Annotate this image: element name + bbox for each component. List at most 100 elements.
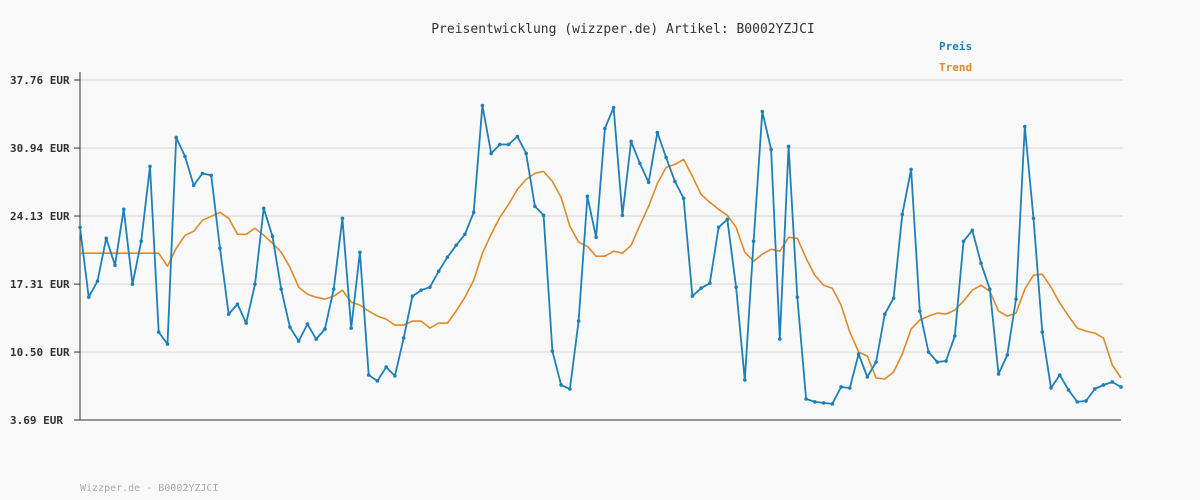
preis-point xyxy=(244,321,249,325)
preis-point xyxy=(541,213,546,218)
preis-point xyxy=(813,400,817,404)
preis-point xyxy=(95,279,100,283)
preis-point xyxy=(751,239,756,244)
preis-point xyxy=(104,236,109,241)
preis-point xyxy=(952,334,957,338)
preis-point xyxy=(883,312,887,316)
preis-point xyxy=(331,287,336,291)
preis-point xyxy=(699,286,703,290)
preis-point xyxy=(498,142,502,147)
y-tick-labels: 3.69 EUR 10.50 EUR 17.31 EUR 24.13 EUR 30.94… xyxy=(10,74,70,427)
preis-point xyxy=(305,322,310,326)
preis-point xyxy=(891,296,896,300)
preis-point xyxy=(480,103,485,108)
preis-point xyxy=(253,282,257,286)
preis-point xyxy=(78,225,82,230)
preis-point xyxy=(576,319,581,323)
preis-point xyxy=(655,130,660,135)
preis-point xyxy=(226,312,231,316)
preis-point xyxy=(113,263,117,268)
preis-point xyxy=(524,151,528,156)
y-tick-label: 17.31 EUR xyxy=(10,278,70,291)
preis-point xyxy=(323,327,327,331)
grid-lines xyxy=(74,79,1123,421)
footer-text: Wizzper.de - B0002YZJCI xyxy=(80,483,218,494)
preis-point xyxy=(1092,387,1097,391)
preis-point xyxy=(296,339,301,343)
preis-point xyxy=(393,374,397,378)
chart-title: Preisentwicklung (wizzper.de) Artikel: B… xyxy=(431,22,815,37)
preis-point xyxy=(270,234,275,239)
preis-point xyxy=(996,372,1001,376)
preis-point xyxy=(445,255,450,260)
preis-point xyxy=(261,206,266,211)
y-tick-label: 3.69 EUR xyxy=(10,414,63,427)
preis-point xyxy=(1057,373,1062,377)
preis-point xyxy=(533,204,537,209)
preis-point xyxy=(795,295,800,299)
preis-point xyxy=(1040,330,1045,334)
series-line-preis xyxy=(79,104,1122,405)
preis-point xyxy=(1014,297,1018,301)
preis-point xyxy=(235,302,240,306)
legend-trend: Trend xyxy=(939,61,972,74)
preis-point xyxy=(856,352,861,356)
preis-point xyxy=(191,183,196,188)
preis-point xyxy=(288,325,292,329)
preis-point xyxy=(769,147,773,152)
preis-point xyxy=(349,326,353,330)
preis-point xyxy=(384,365,388,369)
preis-point xyxy=(165,342,170,346)
preis-point xyxy=(830,402,835,406)
preis-point xyxy=(436,269,441,274)
preis-point xyxy=(1005,353,1010,357)
legend-preis: Preis xyxy=(939,40,972,53)
preis-point xyxy=(874,360,878,364)
preis-point xyxy=(681,196,686,201)
preis-point xyxy=(200,171,205,176)
preis-point xyxy=(1119,385,1123,389)
preis-point xyxy=(585,194,590,199)
preis-point xyxy=(314,337,318,341)
preis-point xyxy=(139,239,144,244)
preis-point xyxy=(970,228,975,233)
y-tick-label: 24.13 EUR xyxy=(10,210,70,223)
preis-point xyxy=(1084,399,1088,403)
preis-point xyxy=(550,349,555,353)
preis-point xyxy=(174,135,179,140)
preis-point xyxy=(917,309,922,313)
series-layer xyxy=(78,103,1123,406)
preis-point xyxy=(568,387,572,391)
preis-point xyxy=(358,250,362,255)
preis-point xyxy=(725,217,730,222)
preis-point xyxy=(1110,380,1115,384)
y-tick-label: 10.50 EUR xyxy=(10,346,70,359)
preis-point xyxy=(961,239,966,244)
preis-point xyxy=(743,378,747,382)
preis-point xyxy=(778,337,782,341)
preis-point xyxy=(909,167,913,172)
preis-point xyxy=(279,287,284,291)
preis-point xyxy=(786,144,791,149)
preis-point xyxy=(559,383,563,387)
preis-point xyxy=(489,151,493,156)
preis-point xyxy=(506,142,511,147)
preis-point xyxy=(708,281,712,285)
preis-point xyxy=(340,216,345,221)
preis-point xyxy=(121,207,126,212)
preis-point xyxy=(664,155,668,160)
preis-point xyxy=(987,287,992,291)
preis-point xyxy=(401,336,406,340)
preis-point xyxy=(900,212,905,217)
series-line-trend xyxy=(80,158,1122,380)
preis-point xyxy=(638,161,642,166)
preis-point xyxy=(463,232,467,237)
preis-point xyxy=(839,385,843,389)
preis-point xyxy=(454,243,458,248)
preis-point xyxy=(366,373,371,377)
preis-point xyxy=(515,134,520,139)
preis-point xyxy=(734,285,738,289)
preis-point xyxy=(935,360,940,364)
preis-point xyxy=(1066,388,1071,392)
